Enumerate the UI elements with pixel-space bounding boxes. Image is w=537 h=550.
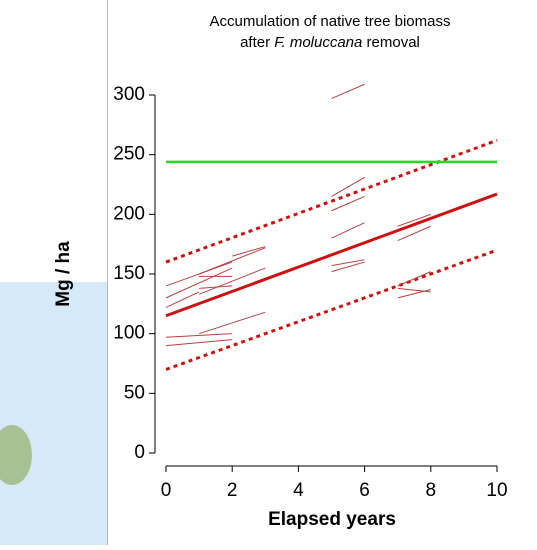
- data-line: [165, 339, 233, 347]
- data-line: [331, 195, 365, 212]
- leaf-decoration: [0, 425, 32, 485]
- title-part: removal: [362, 34, 420, 51]
- y-tick-label: 200: [113, 203, 145, 224]
- data-line: [397, 213, 431, 227]
- y-tick-label: 0: [134, 442, 145, 463]
- data-line: [397, 271, 431, 287]
- chart-title: Accumulation of native tree biomass: [210, 13, 451, 30]
- x-axis-label: Elapsed years: [268, 509, 396, 530]
- chart-title: after F. moluccana removal: [240, 34, 420, 51]
- data-line: [397, 289, 431, 299]
- data-line: [198, 311, 266, 335]
- title-part: after: [240, 34, 274, 51]
- data-line: [331, 176, 365, 197]
- side-panel: [0, 282, 108, 545]
- y-tick-label: 300: [113, 84, 145, 105]
- data-line: [331, 83, 365, 100]
- data-line: [165, 138, 498, 264]
- y-tick-label: 50: [124, 382, 145, 403]
- x-tick-label: 2: [227, 480, 238, 501]
- x-tick-label: 6: [359, 480, 370, 501]
- x-tick-label: 8: [426, 480, 437, 501]
- y-tick-label: 100: [113, 323, 145, 344]
- data-line: [397, 287, 431, 293]
- data-line: [232, 246, 266, 257]
- data-line: [397, 225, 431, 242]
- data-line: [331, 222, 365, 239]
- data-line: [165, 267, 233, 299]
- data-line: [165, 291, 200, 308]
- data-line: [165, 333, 233, 338]
- x-tick-label: 10: [486, 480, 507, 501]
- data-line: [331, 259, 365, 267]
- data-line: [198, 247, 266, 275]
- title-part: F. moluccana: [274, 34, 362, 51]
- data-line: [165, 248, 498, 371]
- x-tick-label: 0: [161, 480, 172, 501]
- x-tick-label: 4: [293, 480, 304, 501]
- data-line: [199, 285, 233, 289]
- data-line: [331, 261, 365, 273]
- data-line: [165, 192, 498, 318]
- y-tick-label: 250: [113, 144, 145, 165]
- data-line: [198, 267, 266, 295]
- y-axis-label: Mg / ha: [53, 241, 74, 307]
- y-tick-label: 150: [113, 263, 145, 284]
